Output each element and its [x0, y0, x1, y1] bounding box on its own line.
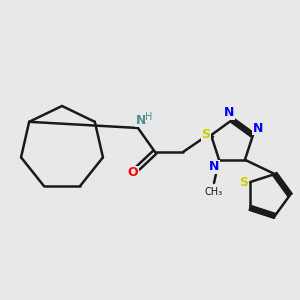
Text: N: N: [209, 160, 219, 173]
Text: N: N: [224, 106, 234, 119]
Text: H: H: [145, 112, 153, 122]
Text: N: N: [136, 113, 146, 127]
Text: S: S: [239, 176, 248, 189]
Text: CH₃: CH₃: [205, 187, 223, 197]
Text: O: O: [128, 167, 138, 179]
Text: N: N: [253, 122, 263, 135]
Text: S: S: [202, 128, 211, 142]
